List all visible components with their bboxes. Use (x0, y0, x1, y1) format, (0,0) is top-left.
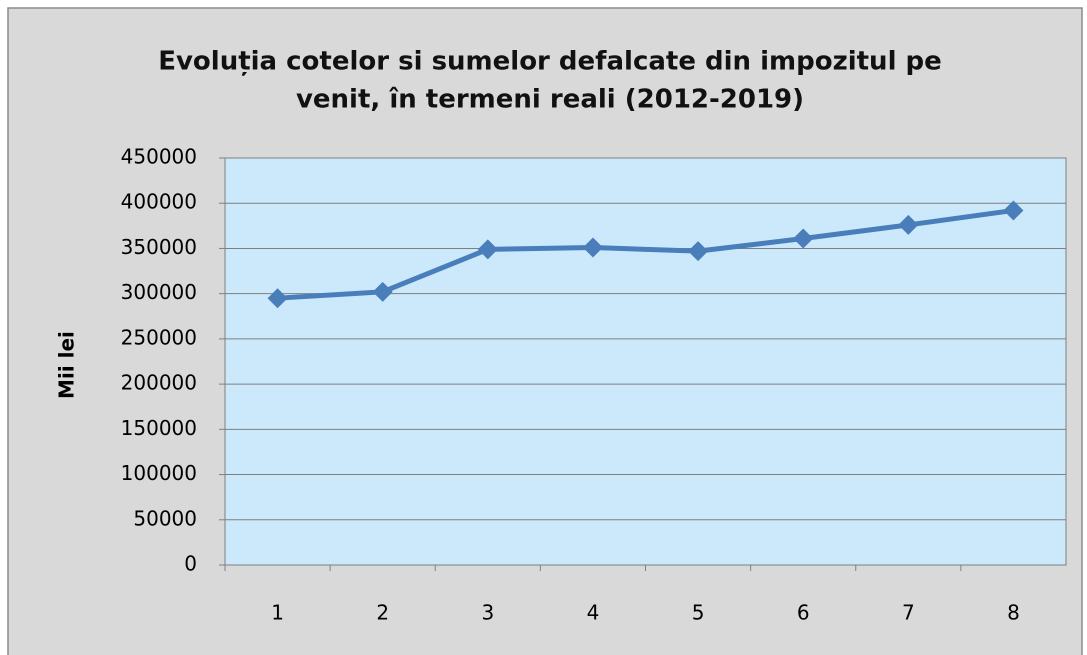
x-tick-label: 1 (271, 601, 284, 625)
y-tick-label: 0 (184, 552, 197, 576)
x-tick-label: 7 (902, 601, 915, 625)
data-marker (688, 241, 709, 262)
y-tick-label: 150000 (121, 416, 197, 440)
y-tick-label: 200000 (121, 371, 197, 395)
y-tick-label: 100000 (121, 461, 197, 485)
data-marker (898, 214, 919, 235)
chart-title: venit, în termeni reali (2012-2019) (296, 85, 804, 115)
data-marker (267, 288, 288, 309)
x-tick-label: 5 (692, 601, 705, 625)
y-tick-label: 250000 (121, 325, 197, 349)
x-tick-label: 8 (1007, 601, 1020, 625)
y-tick-label: 50000 (133, 506, 197, 530)
data-marker (793, 228, 814, 249)
data-line (277, 207, 1014, 301)
y-axis-title: Mii lei (55, 331, 79, 399)
y-tick-label: 450000 (121, 145, 197, 169)
chart-title: Evoluția cotelor si sumelor defalcate di… (158, 47, 942, 77)
data-marker (582, 237, 603, 258)
x-tick-label: 6 (797, 601, 810, 625)
data-marker (477, 239, 498, 260)
y-tick-label: 350000 (121, 235, 197, 259)
x-tick-label: 3 (481, 601, 494, 625)
x-tick-label: 2 (376, 601, 389, 625)
y-tick-label: 400000 (121, 190, 197, 214)
x-tick-label: 4 (587, 601, 600, 625)
y-tick-label: 300000 (121, 280, 197, 304)
data-marker (372, 281, 393, 302)
data-marker (1003, 200, 1024, 221)
